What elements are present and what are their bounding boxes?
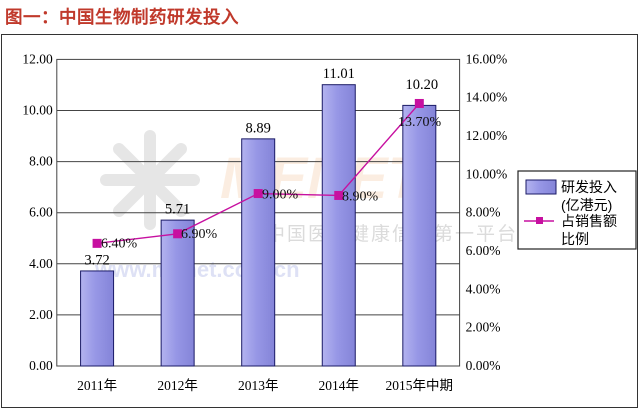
svg-text:2.00%: 2.00% (466, 320, 501, 335)
svg-text:13.70%: 13.70% (398, 115, 442, 130)
svg-text:6.00%: 6.00% (466, 243, 501, 258)
svg-text:2.00: 2.00 (29, 307, 53, 322)
svg-text:0.00: 0.00 (29, 358, 53, 373)
svg-text:2012年: 2012年 (157, 378, 198, 393)
svg-text:5.71: 5.71 (165, 202, 190, 218)
svg-text:8.00: 8.00 (29, 154, 53, 169)
svg-text:研发投入: 研发投入 (561, 179, 617, 195)
svg-text:10.20: 10.20 (405, 77, 438, 93)
svg-text:8.90%: 8.90% (342, 190, 379, 205)
svg-text:(亿港元): (亿港元) (561, 197, 612, 213)
svg-text:6.40%: 6.40% (101, 237, 138, 252)
svg-text:16.00%: 16.00% (466, 51, 508, 66)
svg-text:10.00: 10.00 (22, 103, 53, 118)
svg-text:2014年: 2014年 (319, 378, 360, 393)
svg-text:9.00%: 9.00% (262, 188, 299, 203)
svg-text:8.89: 8.89 (246, 120, 271, 136)
svg-text:中国医药健康信息第一平台: 中国医药健康信息第一平台 (266, 223, 518, 245)
svg-text:11.01: 11.01 (323, 66, 355, 82)
svg-text:占销售额: 占销售额 (561, 213, 617, 229)
svg-text:6.00: 6.00 (29, 205, 53, 220)
svg-text:12.00: 12.00 (22, 51, 53, 66)
svg-text:14.00%: 14.00% (466, 90, 508, 105)
svg-text:4.00: 4.00 (29, 256, 53, 271)
svg-text:4.00%: 4.00% (466, 281, 501, 296)
svg-text:10.00%: 10.00% (466, 166, 508, 181)
svg-text:比例: 比例 (561, 231, 589, 247)
svg-text:0.00%: 0.00% (466, 358, 501, 373)
svg-text:12.00%: 12.00% (466, 128, 508, 143)
svg-text:3.72: 3.72 (84, 253, 109, 269)
svg-text:2013年: 2013年 (238, 378, 279, 393)
svg-text:8.00%: 8.00% (466, 205, 501, 220)
svg-text:6.90%: 6.90% (181, 227, 218, 242)
svg-text:2015年中期: 2015年中期 (386, 378, 454, 393)
svg-text:2011年: 2011年 (77, 378, 117, 393)
